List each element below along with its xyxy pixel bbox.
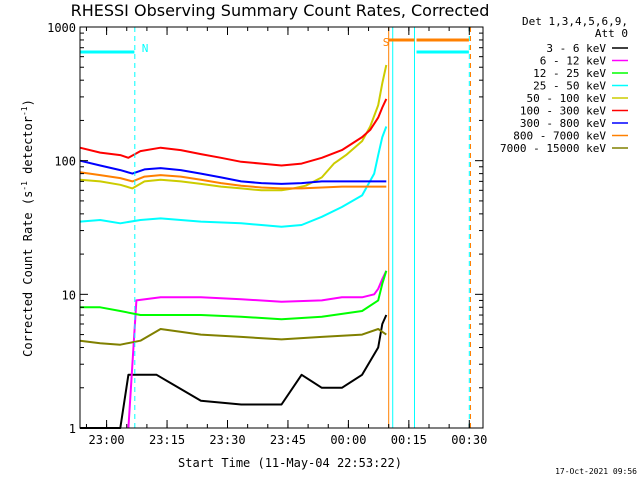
legend-label: 3 - 6 keV (546, 42, 606, 55)
legend-label: 300 - 800 keV (520, 117, 606, 130)
series-line (79, 98, 388, 167)
n-flag-label: N (142, 42, 149, 55)
series-line (80, 314, 388, 429)
x-tick-label: 23:00 (89, 433, 125, 447)
legend-label: 800 - 7000 keV (513, 130, 606, 143)
y-tick-label: 1 (69, 422, 76, 436)
legend-label: 7000 - 15000 keV (500, 142, 606, 155)
legend-label: 12 - 25 keV (533, 67, 606, 80)
x-tick-label: 00:15 (391, 433, 427, 447)
series-line (80, 270, 388, 321)
x-tick-label: 23:45 (270, 433, 306, 447)
series-line (79, 171, 387, 190)
legend-label: 25 - 50 keV (533, 80, 606, 93)
chart-title: RHESSI Observing Summary Count Rates, Co… (71, 1, 490, 20)
y-axis: 1000 100 10 1 (47, 21, 483, 436)
x-axis: 23:00 23:15 23:30 23:45 00:00 00:15 00:30 (85, 27, 487, 447)
x-tick-label: 23:30 (209, 433, 245, 447)
y-tick-label: 10 (62, 288, 76, 302)
plot-frame (79, 26, 484, 429)
y-tick-label: 1000 (47, 21, 76, 35)
timestamp: 17-Oct-2021 09:56 (555, 467, 637, 476)
series-line (79, 159, 387, 185)
y-axis-label: Corrected Count Rate (s-1 detector-1) (20, 99, 35, 357)
series-line (79, 328, 387, 346)
attenuator-line: Att 0 (595, 27, 628, 40)
legend-label: 6 - 12 keV (540, 55, 607, 68)
y-tick-label: 100 (54, 155, 76, 169)
series-line (79, 126, 388, 228)
x-tick-label: 00:00 (330, 433, 366, 447)
detector-line: Det 1,3,4,5,6,9, (522, 15, 628, 28)
series-line (127, 270, 388, 429)
legend-label: 50 - 100 keV (527, 92, 607, 105)
x-tick-label: 00:30 (451, 433, 487, 447)
x-tick-label: 23:15 (149, 433, 185, 447)
x-axis-label: Start Time (11-May-04 22:53:22) (178, 456, 402, 470)
legend-label: 100 - 300 keV (520, 105, 606, 118)
s-flag-label: S (383, 36, 390, 49)
detector-header: Det 1,3,4,5,6,9, Att 0 (522, 15, 628, 40)
